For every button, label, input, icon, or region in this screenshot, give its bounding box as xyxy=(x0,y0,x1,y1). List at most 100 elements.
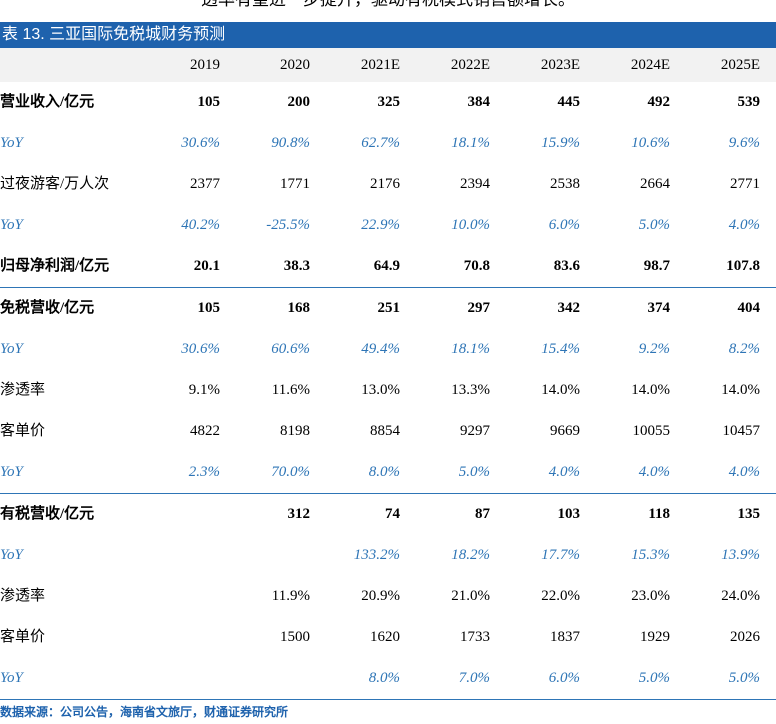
table-cell: 20.9% xyxy=(361,588,400,604)
table-cell: 60.6% xyxy=(271,341,310,357)
table-cell: 30.6% xyxy=(181,135,220,151)
row-label: 免税营收/亿元 xyxy=(0,300,95,316)
table-cell: 384 xyxy=(467,94,491,110)
table-cell: 1733 xyxy=(460,629,490,645)
table-cell: 2538 xyxy=(550,176,580,192)
table-cell: 251 xyxy=(377,300,401,316)
table-cell: 11.9% xyxy=(271,588,310,604)
table-cell: 325 xyxy=(377,94,401,110)
table-cell: 1771 xyxy=(280,176,310,192)
table-row: YoY 30.6% 60.6% 49.4% 18.1% 15.4% 9.2% 8.2% xyxy=(0,329,776,370)
column-header: 2024E xyxy=(630,57,670,73)
table-cell: 342 xyxy=(557,300,581,316)
table-cell: 11.6% xyxy=(271,382,310,398)
table-cell: 445 xyxy=(557,94,581,110)
row-label: 归母净利润/亿元 xyxy=(0,258,110,274)
table-cell: 2026 xyxy=(730,629,760,645)
table-cell: 9297 xyxy=(460,423,490,439)
table-cell: 105 xyxy=(197,94,221,110)
table-cell: 1620 xyxy=(370,629,400,645)
table-cell: 2377 xyxy=(190,176,220,192)
table-cell: 13.0% xyxy=(361,382,400,398)
table-cell: 14.0% xyxy=(721,382,760,398)
table-cell: 21.0% xyxy=(451,588,490,604)
table-cell: 1929 xyxy=(640,629,670,645)
table-row: 渗透率 9.1% 11.6% 13.0% 13.3% 14.0% 14.0% 14.0% xyxy=(0,370,776,411)
table-cell: 2.3% xyxy=(188,464,220,480)
table-cell: 6.0% xyxy=(548,670,580,686)
row-label: 有税营收/亿元 xyxy=(0,506,95,522)
table-row: 客单价 4822 8198 8854 9297 9669 10055 10457 xyxy=(0,411,776,452)
source-note: 数据来源：公司公告，海南省文旅厅，财通证券研究所 xyxy=(0,705,289,719)
table-title: 表 13. 三亚国际免税城财务预测 xyxy=(0,22,776,48)
table-cell: 30.6% xyxy=(181,341,220,357)
row-label: 过夜游客/万人次 xyxy=(0,176,110,192)
table-cell: 15.9% xyxy=(541,135,580,151)
table-cell: 8.2% xyxy=(728,341,760,357)
table-cell: 200 xyxy=(287,94,311,110)
table-cell: 9.2% xyxy=(638,341,670,357)
table-cell: 10.0% xyxy=(451,217,490,233)
table-row: YoY 30.6% 90.8% 62.7% 18.1% 15.9% 10.6% 9.6% xyxy=(0,123,776,164)
table-cell: 4.0% xyxy=(548,464,580,480)
table-row: 渗透率 11.9% 20.9% 21.0% 22.0% 23.0% 24.0% xyxy=(0,576,776,617)
table-cell: 22.9% xyxy=(361,217,400,233)
table-row: 归母净利润/亿元 20.1 38.3 64.9 70.8 83.6 98.7 107.8 xyxy=(0,246,776,288)
table-cell: 133.2% xyxy=(353,547,400,563)
table-cell: 9669 xyxy=(550,423,580,439)
table-cell: 10457 xyxy=(722,423,761,439)
table-cell: 4.0% xyxy=(728,464,760,480)
table-row: YoY 2.3% 70.0% 8.0% 5.0% 4.0% 4.0% 4.0% xyxy=(0,452,776,494)
table-cell: 98.7 xyxy=(643,258,670,274)
table: 2019 2020 2021E 2022E 2023E 2024E 2025E 营业收入/亿元… xyxy=(0,48,776,700)
table-cell: 9.6% xyxy=(728,135,760,151)
table-row: YoY 40.2% -25.5% 22.9% 10.0% 6.0% 5.0% 4.0% xyxy=(0,205,776,246)
table-cell: 15.3% xyxy=(631,547,670,563)
table-row: 免税营收/亿元 105 168 251 297 342 374 404 xyxy=(0,288,776,329)
row-label: YoY xyxy=(0,670,23,686)
table-cell: 105 xyxy=(197,300,221,316)
column-header: 2022E xyxy=(450,57,490,73)
table-cell: 1500 xyxy=(280,629,310,645)
table-cell: 8854 xyxy=(370,423,400,439)
table-row: 客单价 1500 1620 1733 1837 1929 2026 xyxy=(0,617,776,658)
row-label: 客单价 xyxy=(0,629,46,645)
table-cell: 4.0% xyxy=(638,464,670,480)
table-row: 营业收入/亿元 105 200 325 384 445 492 539 xyxy=(0,82,776,123)
row-label: YoY xyxy=(0,547,23,563)
table-cell: 4.0% xyxy=(728,217,760,233)
table-cell: 2664 xyxy=(640,176,670,192)
column-header: 2019 xyxy=(190,57,220,73)
row-label: 客单价 xyxy=(0,423,46,439)
table-cell: 5.0% xyxy=(458,464,490,480)
table-cell: 5.0% xyxy=(728,670,760,686)
table-cell: 40.2% xyxy=(181,217,220,233)
header-row: 2019 2020 2021E 2022E 2023E 2024E 2025E xyxy=(0,48,776,82)
table-cell: 8198 xyxy=(280,423,310,439)
table-cell: 168 xyxy=(287,300,311,316)
table-cell: 118 xyxy=(648,506,670,522)
table-row: 有税营收/亿元 312 74 87 103 118 135 xyxy=(0,494,776,535)
table-cell: 70.0% xyxy=(271,464,310,480)
table-cell: 64.9 xyxy=(373,258,400,274)
table-cell: 312 xyxy=(287,506,311,522)
table-cell: 17.7% xyxy=(541,547,580,563)
table-cell: 13.9% xyxy=(721,547,760,563)
table-cell: 539 xyxy=(737,94,761,110)
row-label: YoY xyxy=(0,217,23,233)
column-header: 2023E xyxy=(540,57,580,73)
table-cell: 5.0% xyxy=(638,670,670,686)
table-cell: 18.2% xyxy=(451,547,490,563)
table-cell: 2771 xyxy=(730,176,760,192)
table-cell: 4822 xyxy=(190,423,220,439)
row-label: 营业收入/亿元 xyxy=(0,94,95,110)
table-cell: 90.8% xyxy=(271,135,310,151)
table-cell: 14.0% xyxy=(541,382,580,398)
table-cell: 87 xyxy=(475,506,490,522)
table-cell: 15.4% xyxy=(541,341,580,357)
table-cell: 13.3% xyxy=(451,382,490,398)
table-cell: 74 xyxy=(385,506,400,522)
table-cell: 10055 xyxy=(632,423,671,439)
row-label: 渗透率 xyxy=(0,588,46,604)
column-header: 2025E xyxy=(720,57,760,73)
